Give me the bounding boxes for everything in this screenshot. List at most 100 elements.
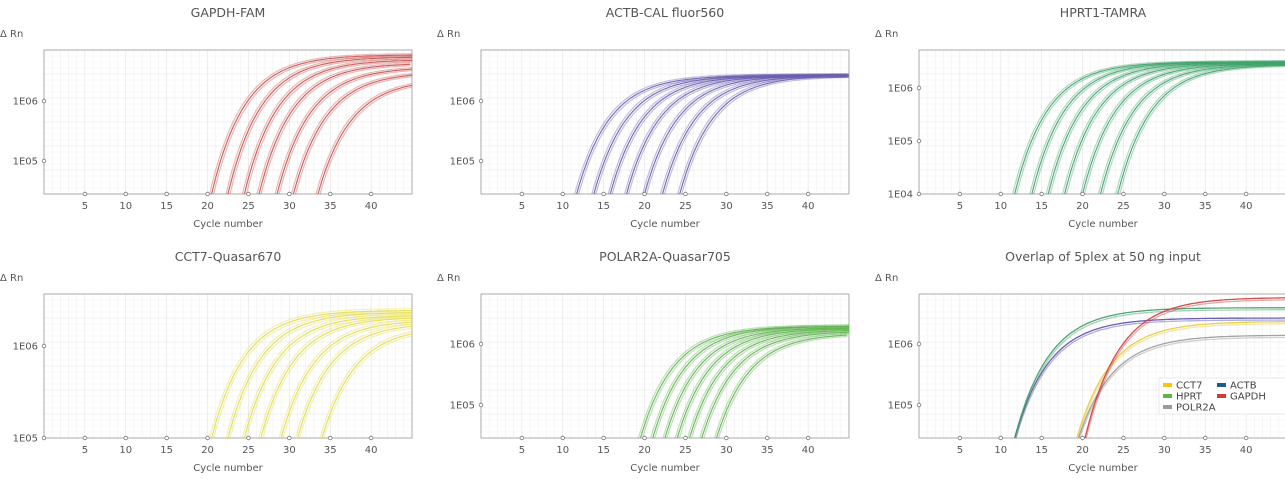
y-tick-mark <box>478 341 484 347</box>
y-tick-label: 1E05 <box>13 157 38 168</box>
x-tick-mark <box>519 435 525 441</box>
x-tick-mark <box>998 191 1003 197</box>
amplification-curve <box>294 76 413 195</box>
amplification-curve <box>296 325 413 439</box>
amplification-curve <box>679 75 848 195</box>
chart-title: POLAR2A-Quasar705 <box>599 249 731 264</box>
x-tick-label: 20 <box>638 445 651 456</box>
amplification-curve <box>1061 61 1285 195</box>
x-axis-label: Cycle number <box>1068 463 1138 474</box>
amplification-curve <box>323 335 413 439</box>
y-tick-label: 1E05 <box>450 401 475 412</box>
amplification-curve <box>211 54 412 195</box>
chart-panel-6: Overlap of 5plex at 50 ng input Δ Rn 5 10 15… <box>875 249 1285 474</box>
legend-swatch-hprt <box>1163 394 1172 398</box>
amplification-curve <box>637 324 849 439</box>
x-tick-label: 35 <box>761 445 774 456</box>
amplification-curve <box>243 315 412 439</box>
amplification-curve <box>652 325 849 439</box>
amplification-curve <box>659 73 849 195</box>
amplification-curve <box>1117 64 1285 195</box>
y-tick-mark <box>41 435 47 441</box>
amplification-curve <box>1082 63 1285 195</box>
legend-label-cct7: CCT7 <box>1176 381 1202 392</box>
amplification-curve <box>674 326 849 439</box>
amplification-curve <box>260 317 413 439</box>
y-axis-label: Δ Rn <box>0 273 23 284</box>
chart-title: CCT7-Quasar670 <box>175 249 282 264</box>
x-tick-label: 35 <box>324 201 337 212</box>
x-tick-mark <box>1203 435 1208 441</box>
x-tick-mark <box>560 435 565 441</box>
x-tick-mark <box>683 435 688 441</box>
chart-panel-5: POLAR2A-Quasar705 Δ Rn 5 10 15 20 25 30 35 40 1E05… <box>437 249 850 474</box>
y-tick-mark <box>916 191 922 197</box>
grid-lines <box>480 49 850 195</box>
x-tick-label: 30 <box>283 201 296 212</box>
amplification-curve <box>641 73 849 195</box>
y-tick-label: 1E05 <box>888 401 913 412</box>
x-tick-mark <box>328 435 333 441</box>
amplification-curve <box>1115 63 1285 195</box>
y-tick-mark <box>41 98 47 104</box>
x-tick-label: 40 <box>802 445 815 456</box>
x-tick-label: 5 <box>82 445 88 456</box>
x-tick-mark <box>765 435 770 441</box>
amplification-curve <box>292 74 413 195</box>
amplification-curve <box>258 315 412 439</box>
x-tick-label: 5 <box>519 445 525 456</box>
x-tick-mark <box>246 191 251 197</box>
x-tick-label: 20 <box>638 201 651 212</box>
amplification-curve <box>623 73 848 195</box>
y-tick-label: 1E06 <box>450 340 475 351</box>
x-tick-mark <box>683 191 688 197</box>
amplification-curve <box>290 73 413 195</box>
amplification-curve <box>211 310 412 439</box>
y-tick-label: 1E06 <box>888 84 913 95</box>
x-tick-label: 10 <box>994 445 1007 456</box>
amplification-curve <box>229 58 413 195</box>
amplification-curve <box>245 61 413 195</box>
y-tick-mark <box>916 402 922 408</box>
amplification-curve <box>315 83 413 195</box>
y-axis-label: Δ Rn <box>437 273 460 284</box>
x-tick-label: 30 <box>283 445 296 456</box>
x-axis-label: Cycle number <box>630 219 700 230</box>
x-tick-label: 5 <box>82 201 88 212</box>
x-tick-label: 25 <box>1117 201 1130 212</box>
amplification-curve <box>276 68 413 195</box>
y-tick-label: 1E06 <box>13 342 38 353</box>
amplification-curve <box>607 73 848 195</box>
x-tick-mark <box>805 435 811 441</box>
x-tick-mark <box>642 435 647 441</box>
x-tick-mark <box>560 191 565 197</box>
amplification-curve <box>703 333 850 439</box>
x-tick-label: 30 <box>720 445 733 456</box>
amplification-curve <box>646 76 849 195</box>
amplification-curve <box>1045 60 1285 195</box>
amplification-curves <box>209 53 413 195</box>
y-axis-label: Δ Rn <box>437 29 460 40</box>
x-tick-mark <box>724 435 729 441</box>
amplification-curve <box>317 84 413 195</box>
amplification-curve <box>676 328 849 439</box>
y-tick-mark <box>478 402 484 408</box>
amplification-curve <box>591 73 848 195</box>
x-tick-label: 10 <box>119 445 132 456</box>
amplification-curve <box>677 74 848 195</box>
x-tick-label: 40 <box>365 201 378 212</box>
x-tick-mark <box>368 435 374 441</box>
y-tick-label: 1E05 <box>13 434 38 445</box>
x-tick-label: 40 <box>1240 201 1253 212</box>
x-tick-label: 30 <box>1158 201 1171 212</box>
x-tick-label: 5 <box>957 445 963 456</box>
amplification-curve <box>225 55 412 195</box>
series-line-actb <box>1014 317 1285 439</box>
x-tick-label: 5 <box>957 201 963 212</box>
x-tick-label: 15 <box>160 201 173 212</box>
amplification-curve <box>701 331 850 439</box>
y-axis-label: Δ Rn <box>0 29 23 40</box>
amplification-curve <box>1099 63 1285 195</box>
